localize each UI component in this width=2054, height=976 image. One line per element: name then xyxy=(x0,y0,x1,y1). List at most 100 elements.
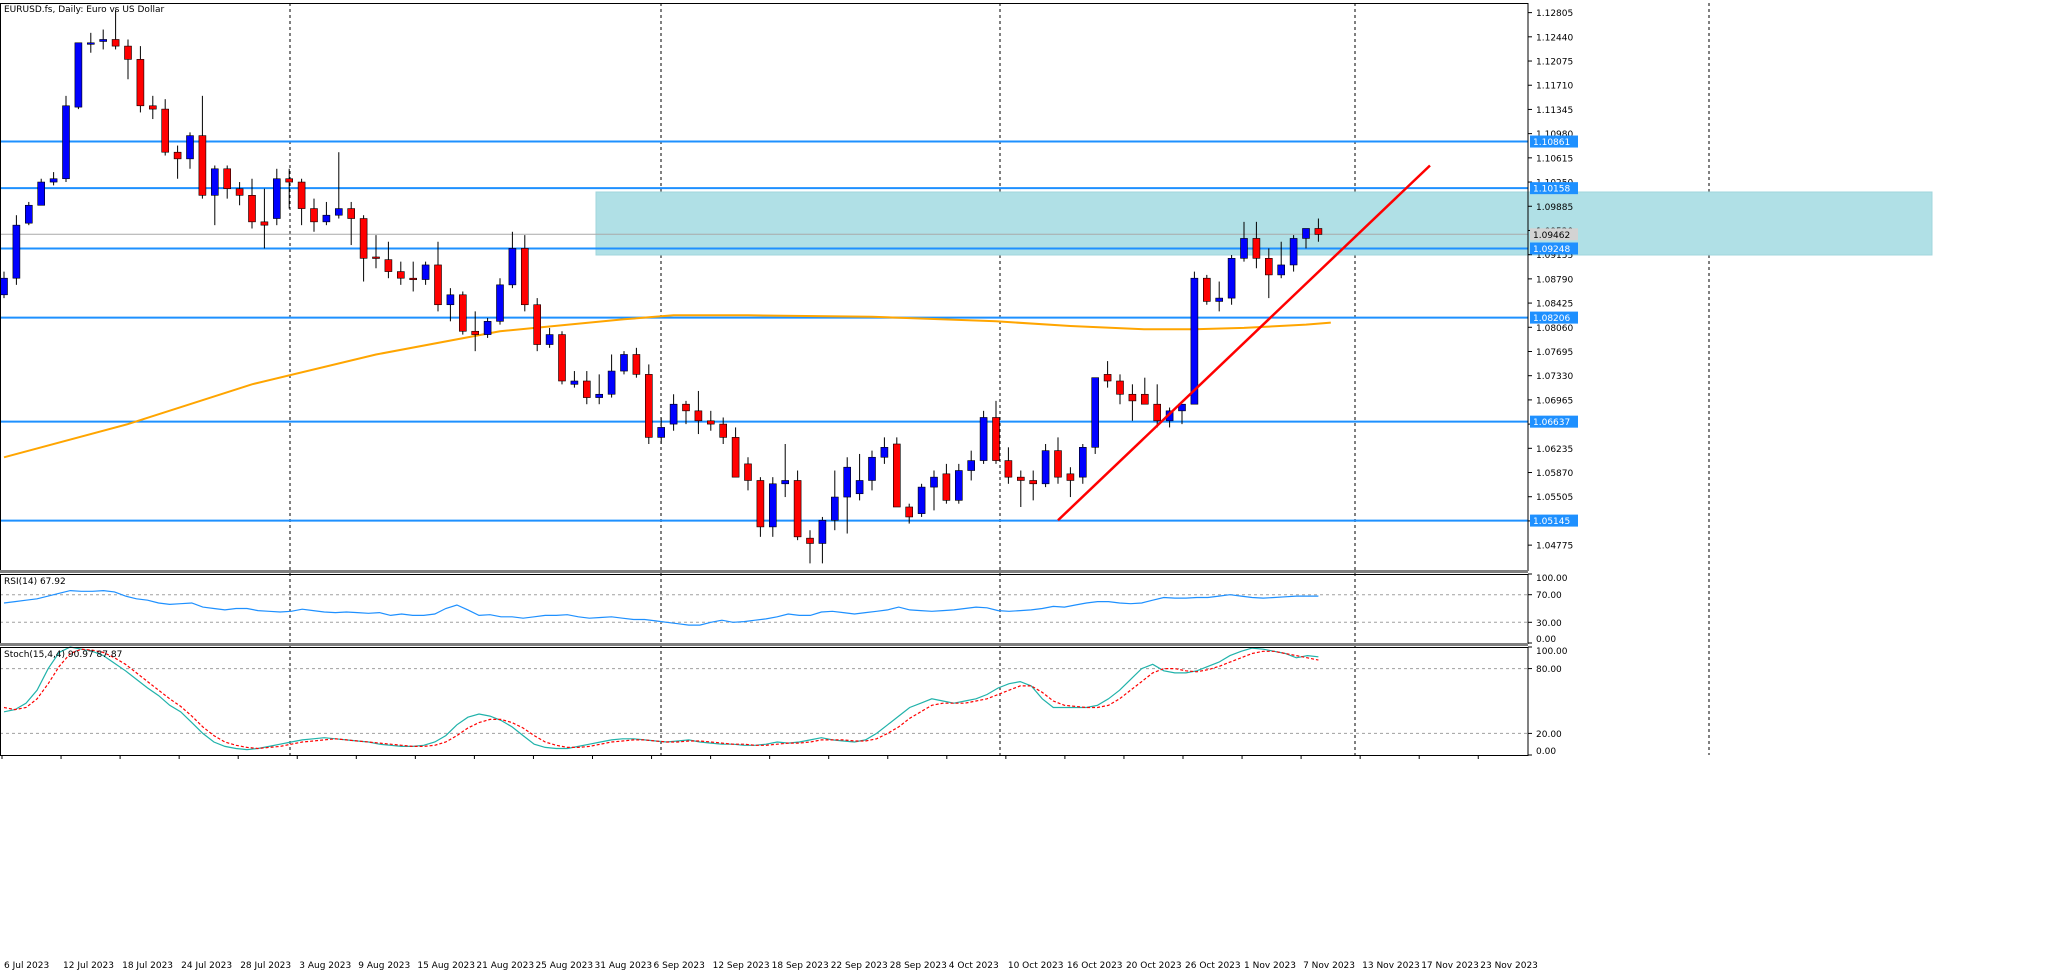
candle[interactable] xyxy=(595,374,604,405)
candle[interactable] xyxy=(657,417,666,444)
candle[interactable] xyxy=(322,201,331,226)
candle[interactable] xyxy=(1203,274,1211,305)
candle[interactable] xyxy=(161,99,169,156)
candle[interactable] xyxy=(868,450,876,491)
candle[interactable] xyxy=(582,371,591,405)
candle[interactable] xyxy=(1116,374,1124,405)
candle[interactable] xyxy=(1103,361,1112,388)
candle[interactable] xyxy=(967,450,976,481)
candle[interactable] xyxy=(992,400,1000,464)
candle[interactable] xyxy=(1054,437,1062,484)
candle[interactable] xyxy=(37,178,46,206)
candle[interactable] xyxy=(719,417,728,444)
candle[interactable] xyxy=(806,530,814,564)
candle[interactable] xyxy=(359,215,368,282)
candle[interactable] xyxy=(186,132,194,169)
candle[interactable] xyxy=(818,516,827,564)
candle[interactable] xyxy=(483,318,492,338)
candle[interactable] xyxy=(1029,470,1037,501)
candle[interactable] xyxy=(1178,403,1186,425)
candle[interactable] xyxy=(1153,384,1161,428)
candle[interactable] xyxy=(1004,447,1013,484)
candle[interactable] xyxy=(1302,228,1310,249)
candle[interactable] xyxy=(905,503,914,524)
trend-line[interactable] xyxy=(1057,164,1431,522)
candle[interactable] xyxy=(248,178,256,229)
candle[interactable] xyxy=(1016,470,1025,507)
candle[interactable] xyxy=(930,470,938,511)
candle[interactable] xyxy=(149,95,157,120)
candle[interactable] xyxy=(409,261,418,292)
candle[interactable] xyxy=(211,165,219,226)
candle[interactable] xyxy=(644,364,653,444)
candle[interactable] xyxy=(1277,241,1285,279)
candle[interactable] xyxy=(384,241,393,279)
candle[interactable] xyxy=(942,463,951,504)
candle[interactable] xyxy=(235,182,244,206)
candle[interactable] xyxy=(1314,218,1323,242)
candle[interactable] xyxy=(731,427,740,478)
candle[interactable] xyxy=(1141,377,1149,405)
candle[interactable] xyxy=(1091,377,1099,454)
candle[interactable] xyxy=(446,288,455,322)
candle[interactable] xyxy=(347,201,356,246)
candle[interactable] xyxy=(508,231,517,289)
candle[interactable] xyxy=(979,410,988,464)
candle[interactable] xyxy=(558,331,566,385)
candle[interactable] xyxy=(954,463,963,504)
stochastic-panel[interactable]: Stoch(15,4,4) 90.97 87.87 xyxy=(0,646,1528,751)
candle[interactable] xyxy=(1252,221,1261,269)
candle[interactable] xyxy=(570,371,579,388)
candle[interactable] xyxy=(694,390,703,435)
candle[interactable] xyxy=(830,470,839,531)
candle[interactable] xyxy=(471,311,480,352)
candle[interactable] xyxy=(74,42,83,110)
candle[interactable] xyxy=(396,261,405,285)
candle[interactable] xyxy=(1190,271,1199,405)
resistance-zone[interactable] xyxy=(595,191,1933,256)
candle[interactable] xyxy=(496,278,504,325)
candle[interactable] xyxy=(520,235,529,312)
candle[interactable] xyxy=(880,437,889,464)
candle[interactable] xyxy=(372,235,380,269)
candle[interactable] xyxy=(99,29,107,50)
candle[interactable] xyxy=(124,39,132,80)
candle[interactable] xyxy=(855,453,864,501)
candle[interactable] xyxy=(768,477,777,537)
candle[interactable] xyxy=(1215,281,1223,312)
candle[interactable] xyxy=(632,347,641,378)
candle[interactable] xyxy=(1128,384,1137,421)
candle[interactable] xyxy=(198,95,207,199)
candle[interactable] xyxy=(272,168,281,226)
candle[interactable] xyxy=(917,483,926,517)
candle[interactable] xyxy=(24,201,33,226)
candle[interactable] xyxy=(458,291,467,335)
candle[interactable] xyxy=(49,172,58,186)
candle[interactable] xyxy=(1289,235,1298,272)
candle[interactable] xyxy=(136,46,145,113)
candle[interactable] xyxy=(620,351,628,375)
candle[interactable] xyxy=(1041,444,1050,488)
candle[interactable] xyxy=(62,95,70,183)
candle[interactable] xyxy=(682,400,690,425)
candle[interactable] xyxy=(310,198,318,232)
candle[interactable] xyxy=(793,470,802,541)
candle[interactable] xyxy=(223,165,231,199)
candle[interactable] xyxy=(892,437,901,508)
candle[interactable] xyxy=(1079,444,1087,484)
candle[interactable] xyxy=(744,457,752,491)
candle[interactable] xyxy=(607,354,616,398)
candle[interactable] xyxy=(545,327,554,348)
candle[interactable] xyxy=(421,261,430,285)
candle[interactable] xyxy=(843,457,852,534)
candle[interactable] xyxy=(111,9,120,50)
candle[interactable] xyxy=(1227,255,1236,305)
candle[interactable] xyxy=(297,178,306,226)
candle[interactable] xyxy=(285,168,294,209)
price-panel[interactable]: EURUSD.fs, Daily: Euro vs US Dollar xyxy=(0,3,1933,755)
rsi-panel[interactable]: RSI(14) 67.92 xyxy=(0,577,1528,626)
candle[interactable] xyxy=(669,394,678,431)
candle[interactable] xyxy=(533,298,542,352)
candle[interactable] xyxy=(1240,221,1248,262)
